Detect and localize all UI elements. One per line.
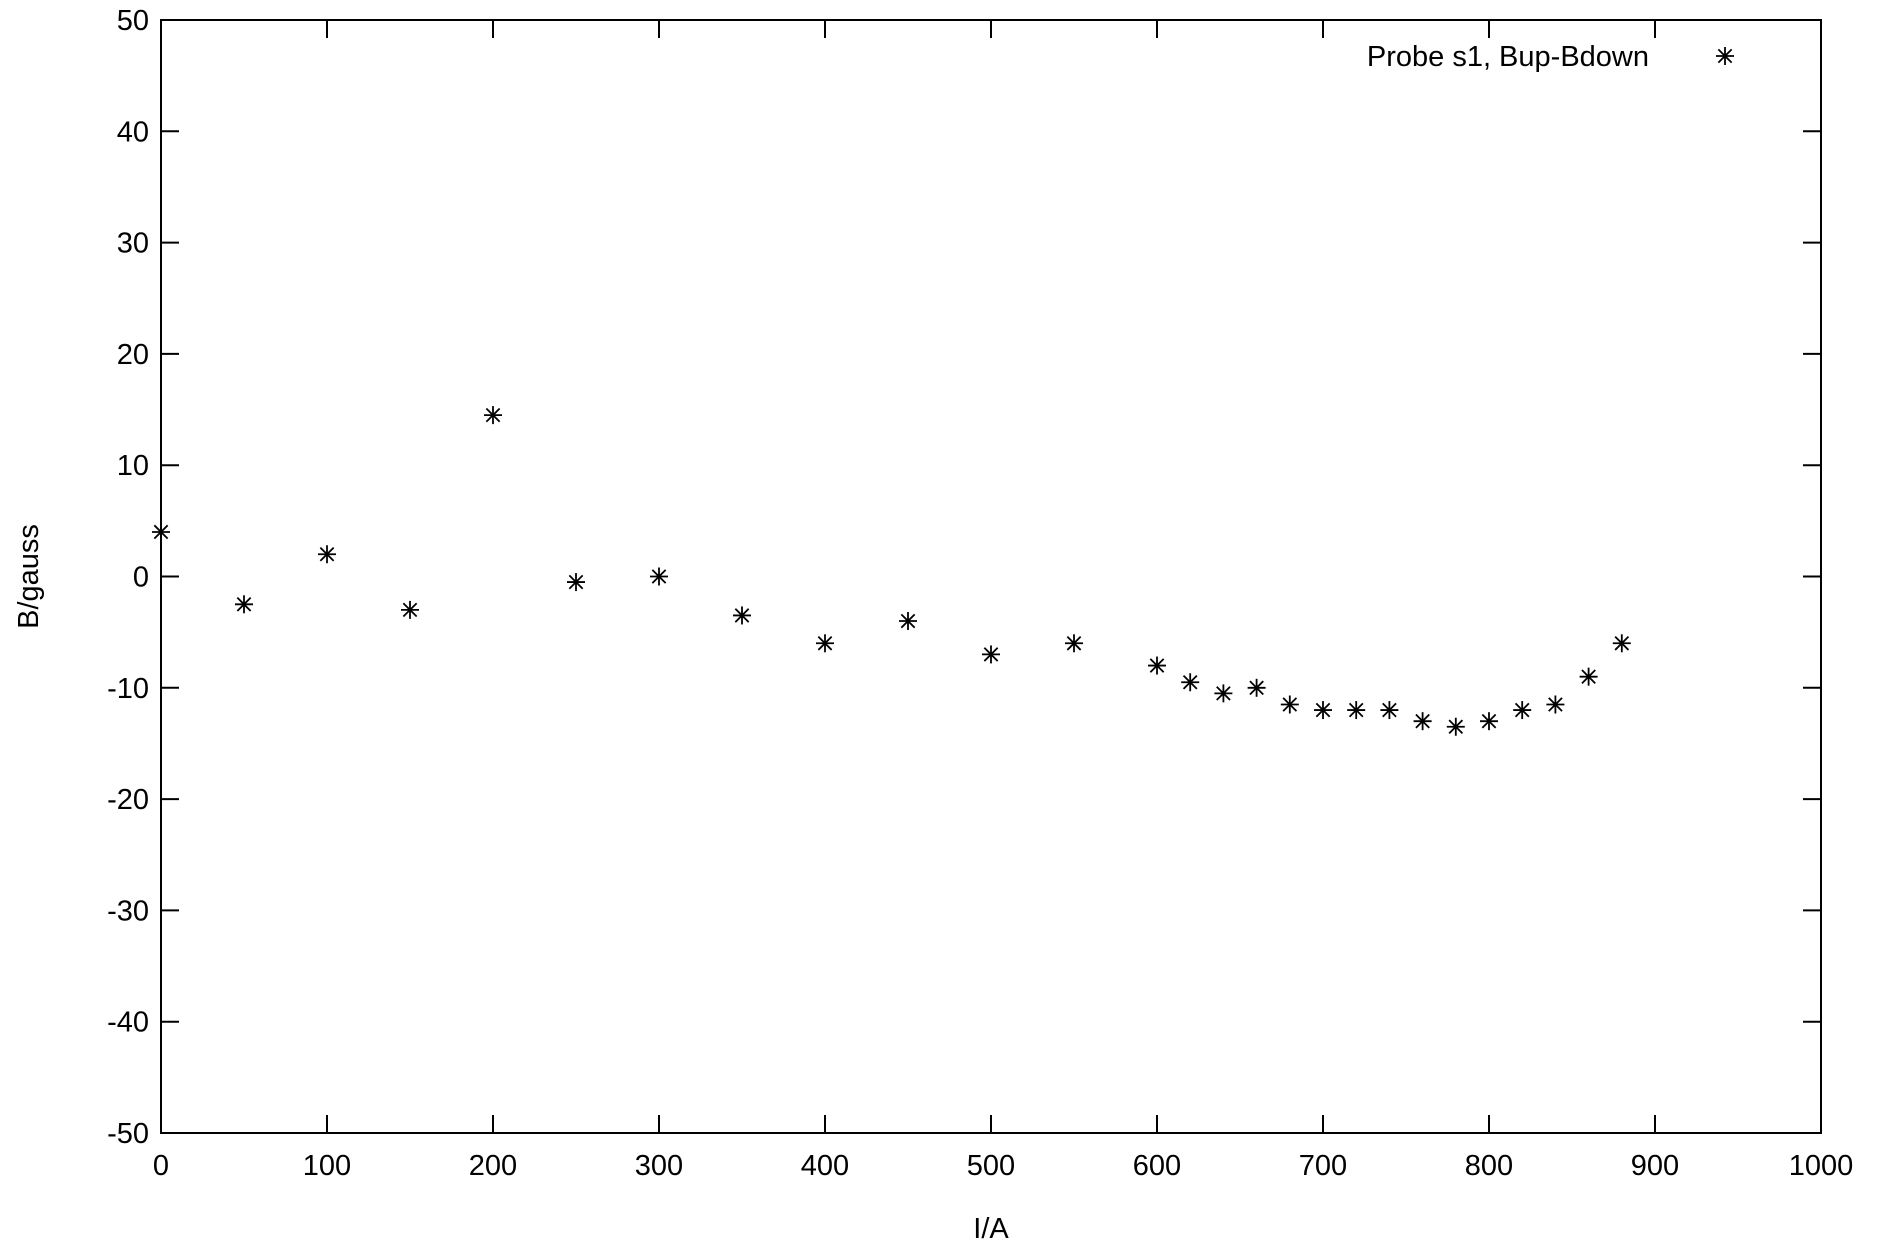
data-point [1480,712,1498,731]
data-point [1214,684,1233,703]
x-axis-label: I/A [973,1213,1009,1245]
x-tick-label: 900 [1631,1150,1679,1182]
x-tick-label: 300 [635,1150,683,1182]
data-point [484,406,502,425]
x-tick-label: 200 [469,1150,517,1182]
plot-area-frame [160,19,1822,1134]
data-point [1280,695,1299,714]
x-tick-label: 400 [801,1150,849,1182]
x-axis-ticks: 0 100 200 300 400 500 600 700 800 900 1000 [153,20,1853,1182]
data-point [1148,656,1166,675]
y-tick-label: -10 [107,673,149,705]
data-point [1446,717,1465,736]
y-tick-label: -50 [107,1118,149,1150]
data-points [152,406,1631,736]
data-point [567,573,585,592]
legend: Probe s1, Bup-Bdown [1367,41,1734,73]
y-tick-label: 30 [117,228,149,260]
data-point [1247,678,1266,697]
legend-marker-asterisk [1716,47,1734,65]
legend-entry-label: Probe s1, Bup-Bdown [1367,41,1649,73]
data-point [733,606,751,625]
y-tick-label: 10 [117,450,149,482]
y-tick-label: 50 [117,5,149,37]
x-tick-label: 0 [153,1150,169,1182]
y-tick-label: -20 [107,784,149,816]
x-tick-label: 600 [1133,1150,1181,1182]
data-point [1065,634,1083,653]
data-point [235,595,253,614]
data-point [1546,695,1565,714]
y-tick-label: 20 [117,339,149,371]
data-point [1181,673,1200,692]
y-tick-label: -30 [107,895,149,927]
data-point [899,612,917,631]
data-point [816,634,834,653]
data-point [1579,667,1598,686]
data-point [1380,701,1399,720]
data-point [1347,701,1366,720]
x-tick-label: 700 [1299,1150,1347,1182]
data-point [318,545,336,564]
legend-asterisk-icon [1716,47,1734,65]
data-point [650,567,668,586]
data-point [1513,701,1532,720]
data-point [1413,712,1432,731]
x-tick-label: 500 [967,1150,1015,1182]
y-tick-label: -40 [107,1007,149,1039]
data-point [982,645,1000,664]
data-point [401,600,419,619]
x-tick-label: 800 [1465,1150,1513,1182]
data-point [152,522,170,541]
x-tick-label: 1000 [1789,1150,1854,1182]
y-tick-label: 40 [117,116,149,148]
x-tick-label: 100 [303,1150,351,1182]
data-point [1612,634,1631,653]
y-tick-label: 0 [133,562,149,594]
y-axis-ticks: -50 -40 -30 -20 -10 0 10 20 30 40 50 [107,5,1821,1150]
data-point [1314,701,1332,720]
y-axis-label: B/gauss [13,524,45,629]
